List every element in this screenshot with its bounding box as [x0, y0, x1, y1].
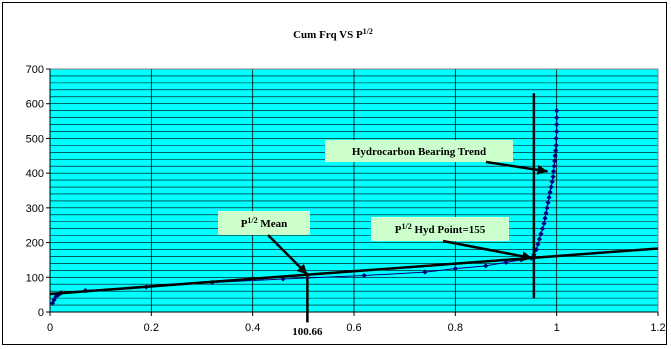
- hydrocarbon-bearing-trend-arrow: [485, 160, 548, 173]
- p-mean-arrowhead: [296, 263, 308, 275]
- x-tick-label: 1: [554, 322, 560, 334]
- data-point: [539, 226, 546, 232]
- data-point: [554, 128, 560, 135]
- data-point: [49, 300, 56, 306]
- chart-title-main: Cum Frq VS P: [293, 29, 363, 41]
- x-tick-label: 1.2: [650, 322, 665, 334]
- y-tick-label: 500: [26, 133, 44, 145]
- data-point: [422, 269, 428, 275]
- hyd-point-label-p: P: [395, 224, 402, 236]
- data-point: [553, 142, 559, 148]
- hyd-point-label-sup: 1/2: [402, 222, 412, 231]
- hydrocarbon-bearing-trend-box: [325, 140, 513, 162]
- data-point: [546, 194, 552, 201]
- p-mean-label: P1/2 Mean: [241, 216, 288, 230]
- data-point: [541, 220, 547, 227]
- chart-title: Cum Frq VS P1/2: [293, 27, 373, 41]
- x-tick-label: 0.6: [346, 322, 361, 334]
- hydrocarbon-bearing-trend-annotation: Hydrocarbon Bearing Trend: [325, 140, 548, 175]
- data-point: [553, 147, 559, 154]
- p-mean-box: [218, 211, 310, 235]
- y-tick-label: 700: [26, 64, 44, 76]
- y-tick-label: 300: [26, 203, 44, 215]
- p-mean-value-label: 100.66: [292, 326, 323, 338]
- data-point: [554, 115, 560, 121]
- chart-title-sup: 1/2: [363, 27, 373, 36]
- data-point: [533, 246, 539, 253]
- p-mean-label-p: P: [241, 218, 248, 230]
- hydrocarbon-bearing-trend-label: Hydrocarbon Bearing Trend: [352, 146, 486, 158]
- data-point: [56, 292, 62, 298]
- chart-frame: Cum Frq VS P1/2 0 100 200 300 400 500 600 700 0 0…: [2, 2, 667, 345]
- plot-layer: 0 100 200 300 400 500 600 700 0 0.2 0.4 0.6 0.8 1 1.2 H…: [26, 64, 666, 338]
- trend-line: [49, 247, 659, 296]
- data-point: [483, 263, 489, 269]
- data-point: [535, 241, 541, 247]
- hyd-point-arrow: [442, 239, 533, 260]
- hydrocarbon-bearing-trend-arrowhead: [536, 164, 548, 175]
- data-point: [554, 121, 560, 128]
- data-point: [538, 231, 544, 237]
- data-point: [361, 272, 367, 279]
- y-tick-label: 0: [38, 307, 44, 319]
- data-point: [545, 200, 551, 206]
- data-point: [553, 135, 559, 142]
- data-point: [452, 266, 458, 272]
- hyd-point-label: P1/2 Hyd Point=155: [395, 222, 486, 236]
- x-tick-label: 0.2: [144, 322, 159, 334]
- p-mean-annotation: P1/2 Mean: [218, 211, 310, 276]
- data-point: [551, 163, 557, 169]
- data-point: [550, 174, 556, 180]
- y-tick-label: 400: [26, 168, 44, 180]
- hyd-point-arrowhead: [521, 251, 533, 262]
- data-point: [53, 293, 59, 299]
- x-tick-label: 0.8: [448, 322, 463, 334]
- p-mean-label-sup: 1/2: [247, 216, 257, 225]
- data-point: [552, 158, 558, 164]
- y-tick-label: 100: [26, 272, 44, 284]
- data-point: [543, 210, 549, 216]
- hyd-point-box: [371, 217, 509, 241]
- data-point: [547, 189, 553, 195]
- data-point: [551, 168, 557, 175]
- data-point: [548, 184, 554, 190]
- data-point: [51, 297, 57, 303]
- y-tick-label: 200: [26, 238, 44, 250]
- data-point: [544, 205, 550, 211]
- data-point: [554, 108, 560, 114]
- x-tick-label: 0: [47, 322, 53, 334]
- p-mean-label-text: Mean: [258, 218, 288, 230]
- data-point: [536, 236, 543, 242]
- hyd-point-label-text: Hyd Point=155: [412, 224, 486, 236]
- y-tick-label: 600: [26, 99, 44, 111]
- data-point: [542, 215, 548, 221]
- hyd-point-annotation: P1/2 Hyd Point=155: [371, 217, 533, 262]
- data-point: [549, 179, 555, 185]
- x-tick-label: 0.4: [245, 322, 260, 334]
- data-point: [552, 153, 558, 159]
